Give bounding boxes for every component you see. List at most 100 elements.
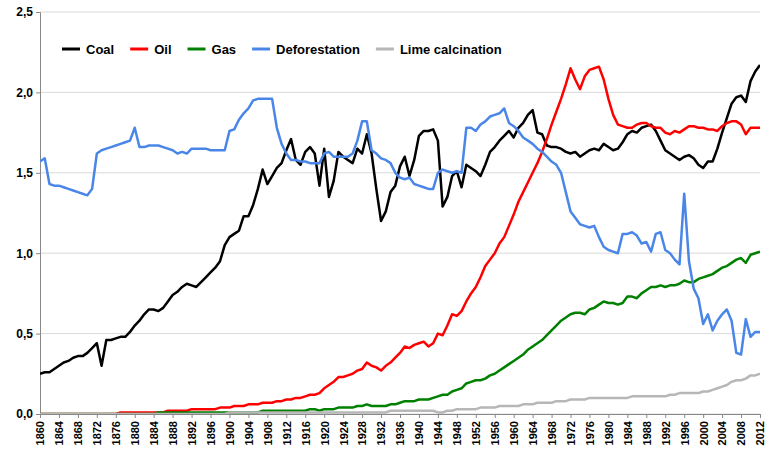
- x-tick: 1868: [72, 414, 84, 445]
- x-tick-label: 1952: [470, 421, 482, 445]
- grid-line: [40, 333, 760, 334]
- x-tick-label: 1968: [546, 421, 558, 445]
- x-tick-label: 1976: [584, 421, 596, 445]
- x-tick-label: 1904: [243, 420, 255, 445]
- x-tick-mark: [381, 414, 382, 418]
- x-tick: 1976: [584, 414, 596, 445]
- x-tick-mark: [97, 414, 98, 418]
- x-tick-label: 1932: [375, 421, 387, 445]
- x-tick-label: 1936: [394, 421, 406, 445]
- legend-label: Oil: [154, 42, 171, 57]
- x-tick-mark: [627, 414, 628, 418]
- x-tick: 1860: [34, 414, 46, 445]
- grid-line: [40, 172, 760, 173]
- x-tick: 1888: [167, 414, 179, 445]
- x-tick-label: 1868: [72, 421, 84, 445]
- x-tick: 1916: [300, 414, 312, 445]
- x-tick-label: 1888: [167, 421, 179, 445]
- x-tick-label: 1960: [508, 421, 520, 445]
- x-tick: 1980: [603, 414, 615, 445]
- x-tick-label: 1908: [262, 421, 274, 445]
- x-tick-mark: [343, 414, 344, 418]
- x-tick-label: 1912: [281, 421, 293, 445]
- x-tick: 2008: [735, 414, 747, 445]
- x-tick-mark: [286, 414, 287, 418]
- x-tick: 1968: [546, 414, 558, 445]
- x-axis-line: [41, 415, 761, 419]
- x-tick: 1892: [186, 414, 198, 445]
- x-tick-label: 1988: [641, 421, 653, 445]
- x-tick-mark: [116, 414, 117, 418]
- x-tick-mark: [571, 414, 572, 418]
- x-tick: 2012: [754, 414, 766, 445]
- y-tick-mark: [36, 92, 40, 93]
- x-tick-mark: [419, 414, 420, 418]
- x-tick-mark: [173, 414, 174, 418]
- x-tick-mark: [305, 414, 306, 418]
- x-tick-mark: [457, 414, 458, 418]
- x-tick: 2004: [716, 414, 728, 445]
- x-tick: 1864: [53, 414, 65, 445]
- x-tick: 1952: [470, 414, 482, 445]
- series-line: [40, 374, 760, 414]
- x-tick-mark: [40, 414, 41, 418]
- x-tick-mark: [78, 414, 79, 418]
- y-tick-mark: [36, 173, 40, 174]
- x-tick-mark: [400, 414, 401, 418]
- y-tick-mark: [36, 253, 40, 254]
- x-tick-label: 2004: [716, 420, 728, 445]
- x-tick: 1936: [394, 414, 406, 445]
- x-tick-label: 1996: [679, 421, 691, 445]
- legend-label: Deforestation: [276, 42, 360, 57]
- y-tick-mark: [36, 12, 40, 13]
- x-tick-mark: [476, 414, 477, 418]
- x-tick: 1896: [205, 414, 217, 445]
- x-tick: 1884: [148, 414, 160, 445]
- legend-swatch: [252, 48, 270, 51]
- legend-swatch: [376, 48, 394, 51]
- x-tick-label: 1928: [356, 421, 368, 445]
- x-tick-mark: [514, 414, 515, 418]
- x-tick-label: 1876: [110, 421, 122, 445]
- x-tick: 1984: [622, 414, 634, 445]
- grid-line: [40, 12, 760, 13]
- x-tick-mark: [362, 414, 363, 418]
- x-tick-mark: [589, 414, 590, 418]
- legend: CoalOilGasDeforestationLime calcination: [62, 42, 502, 57]
- x-tick-mark: [703, 414, 704, 418]
- x-tick-label: 1892: [186, 421, 198, 445]
- y-tick-label: 2,0: [16, 86, 33, 100]
- x-tick-label: 1896: [205, 421, 217, 445]
- x-tick-label: 1944: [432, 420, 444, 445]
- x-tick: 1924: [338, 414, 350, 445]
- x-tick-mark: [154, 414, 155, 418]
- y-tick: 2,0: [16, 86, 40, 100]
- x-tick-label: 1948: [451, 421, 463, 445]
- x-tick-label: 1924: [338, 420, 350, 445]
- grid: [40, 12, 760, 414]
- y-tick: 2,5: [16, 5, 40, 19]
- x-tick-label: 1884: [148, 420, 160, 445]
- x-tick-label: 1980: [603, 421, 615, 445]
- x-tick: 1932: [375, 414, 387, 445]
- series-line: [40, 99, 760, 355]
- legend-swatch: [62, 48, 80, 51]
- x-tick-label: 2012: [754, 421, 766, 445]
- x-tick: 1964: [527, 414, 539, 445]
- x-tick: 1900: [224, 414, 236, 445]
- y-tick-label: 1,0: [16, 247, 33, 261]
- legend-swatch: [130, 48, 148, 51]
- x-tick-mark: [608, 414, 609, 418]
- y-tick: 0,5: [16, 327, 40, 341]
- x-tick-mark: [211, 414, 212, 418]
- legend-label: Lime calcination: [400, 42, 502, 57]
- y-tick-mark: [36, 334, 40, 335]
- x-tick-label: 1860: [34, 421, 46, 445]
- x-tick-mark: [552, 414, 553, 418]
- x-tick: 1872: [91, 414, 103, 445]
- x-tick-mark: [741, 414, 742, 418]
- y-tick-label: 0,5: [16, 327, 33, 341]
- x-tick: 1876: [110, 414, 122, 445]
- x-tick-label: 1992: [660, 421, 672, 445]
- x-tick-label: 1880: [129, 421, 141, 445]
